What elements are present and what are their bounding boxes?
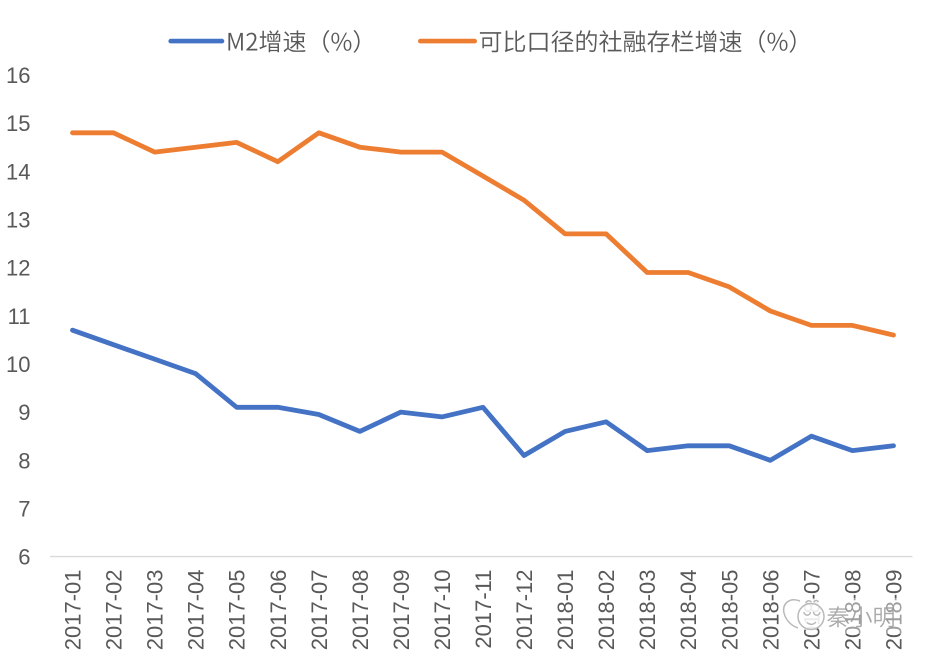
svg-text:2017-11: 2017-11 [471, 570, 496, 649]
svg-text:2018-03: 2018-03 [635, 570, 660, 651]
svg-text:2017-09: 2017-09 [389, 570, 414, 651]
svg-text:2017-10: 2017-10 [430, 570, 455, 651]
svg-text:16: 16 [6, 63, 30, 88]
svg-text:8: 8 [18, 448, 30, 473]
svg-text:2017-12: 2017-12 [512, 570, 537, 651]
svg-text:10: 10 [6, 352, 30, 377]
svg-text:14: 14 [6, 159, 30, 184]
svg-text:11: 11 [8, 304, 31, 329]
svg-text:6: 6 [18, 545, 30, 570]
svg-text:12: 12 [6, 256, 30, 281]
svg-text:2017-05: 2017-05 [225, 570, 250, 651]
svg-text:2017-04: 2017-04 [184, 570, 209, 651]
svg-text:2017-07: 2017-07 [307, 570, 332, 651]
svg-text:2018-05: 2018-05 [717, 570, 742, 651]
svg-text:7: 7 [18, 496, 30, 521]
svg-text:15: 15 [6, 111, 30, 136]
svg-text:2018-02: 2018-02 [594, 570, 619, 651]
svg-text:2017-08: 2017-08 [348, 570, 373, 651]
svg-text:2017-06: 2017-06 [266, 570, 291, 651]
svg-text:2018-01: 2018-01 [553, 570, 578, 651]
svg-text:2018-04: 2018-04 [676, 570, 701, 651]
svg-text:2018-06: 2018-06 [758, 570, 783, 651]
svg-text:2018-09: 2018-09 [882, 570, 907, 651]
svg-text:13: 13 [6, 208, 30, 233]
svg-text:9: 9 [18, 400, 30, 425]
svg-text:2017-01: 2017-01 [61, 570, 86, 651]
svg-text:2017-03: 2017-03 [143, 570, 168, 651]
svg-text:2017-02: 2017-02 [102, 570, 127, 651]
